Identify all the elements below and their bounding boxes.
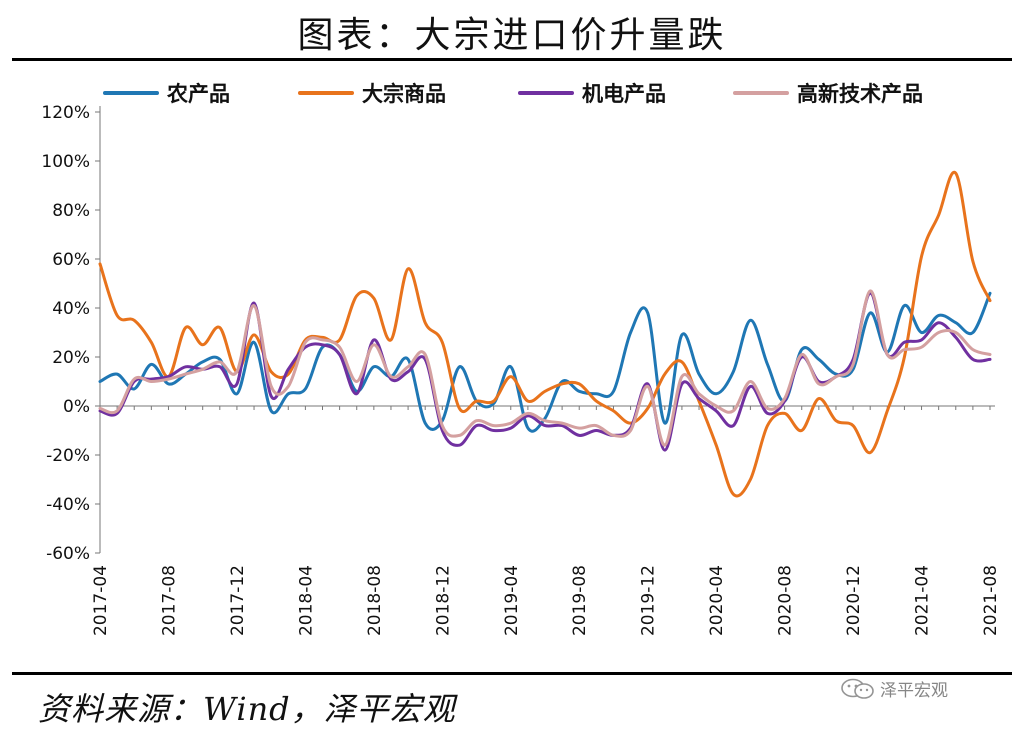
source-note: 资料来源：Wind，泽平宏观 bbox=[38, 690, 456, 728]
x-tick-label: 2018-12 bbox=[433, 565, 453, 636]
y-tick-label: 60% bbox=[52, 250, 90, 270]
series-line-高新技术产品 bbox=[98, 289, 992, 447]
x-tick-label: 2021-08 bbox=[981, 565, 1001, 636]
series-line-大宗商品 bbox=[98, 170, 992, 498]
chart-title: 图表：大宗进口价升量跌 bbox=[297, 15, 727, 56]
y-tick-label: 80% bbox=[52, 201, 90, 221]
x-tick-label: 2018-08 bbox=[365, 565, 385, 636]
y-tick-label: 100% bbox=[41, 152, 90, 172]
series-line-农产品 bbox=[98, 291, 992, 433]
x-tick-label: 2020-04 bbox=[707, 565, 727, 636]
axes: -60% -40% -20% 0% 20% 40% 60% 80% 100% 120% 2017-0… bbox=[41, 103, 1001, 636]
y-tick-label: -60% bbox=[46, 544, 90, 564]
watermark-text: 泽平宏观 bbox=[880, 681, 948, 701]
y-tick-label: 0% bbox=[63, 397, 90, 417]
x-tick-label: 2020-08 bbox=[776, 565, 796, 636]
x-tick-label: 2017-08 bbox=[159, 565, 179, 636]
x-tick-label: 2017-12 bbox=[228, 565, 248, 636]
y-tick-label: -40% bbox=[46, 495, 90, 515]
y-tick-label: 40% bbox=[52, 299, 90, 319]
top-rule bbox=[12, 58, 1012, 61]
y-tick-label: -20% bbox=[46, 446, 90, 466]
legend-label-农产品: 农产品 bbox=[166, 82, 230, 106]
y-tick-label: 20% bbox=[52, 348, 90, 368]
series-lines bbox=[98, 170, 992, 498]
legend-label-大宗商品: 大宗商品 bbox=[362, 82, 446, 106]
legend-label-高新技术产品: 高新技术产品 bbox=[797, 82, 923, 106]
legend-label-机电产品: 机电产品 bbox=[582, 82, 666, 106]
watermark: 泽平宏观 bbox=[840, 676, 948, 701]
y-tick-label: 120% bbox=[41, 103, 90, 123]
legend: 农产品 大宗商品 机电产品 高新技术产品 bbox=[103, 82, 923, 106]
x-tick-label: 2020-12 bbox=[844, 565, 864, 636]
x-tick-label: 2019-04 bbox=[502, 565, 522, 636]
x-tick-label: 2019-12 bbox=[639, 565, 659, 636]
x-tick-label: 2018-04 bbox=[296, 565, 316, 636]
x-tick-label: 2017-04 bbox=[91, 565, 111, 636]
x-tick-label: 2021-04 bbox=[913, 565, 933, 636]
series-line-机电产品 bbox=[98, 291, 992, 452]
wechat-icon bbox=[841, 678, 874, 699]
bottom-rule bbox=[12, 672, 1012, 675]
x-tick-label: 2019-08 bbox=[570, 565, 590, 636]
